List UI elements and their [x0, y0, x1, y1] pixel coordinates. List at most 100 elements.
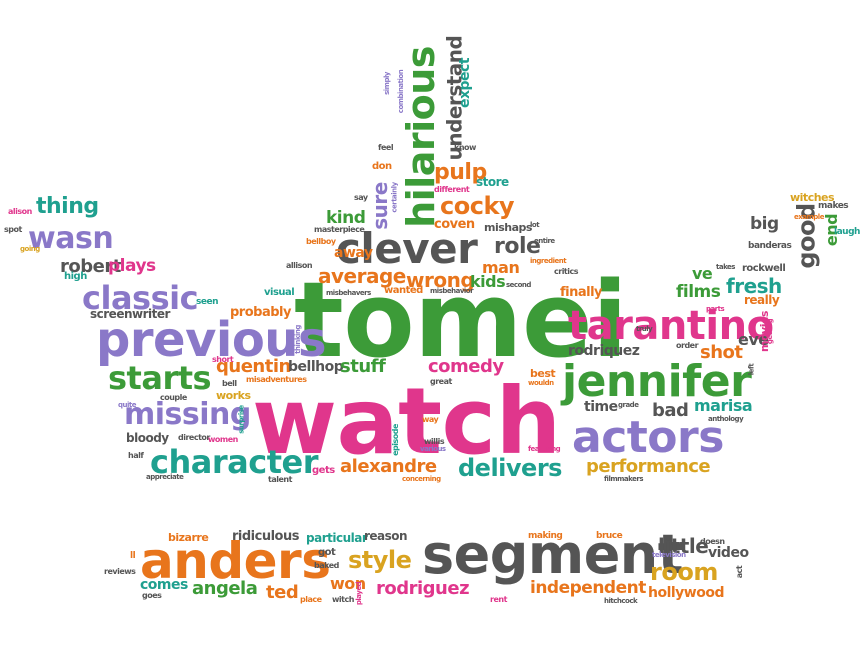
word-wouldn: wouldn	[528, 379, 554, 387]
word-comedy: comedy	[428, 356, 504, 377]
word-kids: kids	[470, 272, 506, 291]
word-kind: kind	[326, 208, 366, 228]
word-away: away	[334, 245, 373, 261]
word-won: won	[330, 574, 366, 593]
word-talent: talent	[268, 475, 292, 484]
word-visual: visual	[264, 287, 295, 298]
word-robert: robert	[60, 256, 121, 277]
word-bellhop: bellhop	[288, 359, 344, 375]
word-thing: thing	[36, 194, 99, 219]
word-rent: rent	[490, 595, 507, 604]
word-misbehavior: misbehavior	[430, 287, 474, 295]
word-eve: eve	[738, 330, 769, 349]
word-bell: bell	[222, 379, 237, 388]
word-bloody: bloody	[126, 431, 169, 445]
word-know: know	[454, 143, 476, 152]
word-witch: witch	[332, 595, 354, 604]
word-comes: comes	[140, 577, 188, 593]
word-performance: performance	[586, 456, 711, 477]
word-hollywood: hollywood	[648, 585, 725, 601]
word-starts: starts	[108, 359, 212, 397]
word-parts: parts	[706, 305, 725, 313]
word-example: example	[794, 213, 824, 221]
word-expect: expect	[457, 57, 474, 109]
word-say: say	[354, 193, 368, 202]
word-don: don	[372, 161, 392, 172]
word-grade: grade	[618, 401, 639, 409]
word-sure: sure	[367, 182, 392, 230]
word-particular: particular	[306, 531, 368, 545]
word-alison: alison	[8, 207, 32, 216]
word-ve: ve	[692, 264, 713, 283]
word-gets: gets	[312, 465, 335, 476]
word-ridiculous: ridiculous	[232, 529, 299, 544]
word-big: big	[750, 214, 779, 234]
word-video: video	[708, 545, 749, 561]
word-truly: truly	[636, 325, 653, 333]
word-jennifer: jennifer	[562, 356, 752, 407]
word-bellboy: bellboy	[306, 237, 336, 246]
word-classic: classic	[82, 279, 199, 317]
word-second: second	[506, 281, 531, 289]
word-director: director	[178, 433, 210, 442]
word-critics: critics	[554, 267, 579, 276]
word-coven: coven	[434, 217, 475, 232]
word-thinking: thinking	[293, 325, 302, 354]
word-certainly: certainly	[390, 182, 399, 213]
word-great: great	[430, 377, 452, 386]
word-missing: missing	[124, 397, 251, 432]
word-style: style	[348, 546, 412, 574]
word-store: store	[476, 175, 509, 189]
word-angela: angela	[192, 578, 258, 599]
word-appreciate: appreciate	[146, 473, 184, 481]
word-feel: feel	[378, 143, 394, 152]
word-place: place	[300, 595, 322, 604]
word-mishaps: mishaps	[484, 221, 532, 234]
word-banderas: banderas	[748, 241, 792, 251]
word-concerning: concerning	[402, 475, 441, 483]
word-clever: clever	[336, 224, 478, 273]
word-watch: watch	[252, 368, 561, 475]
word-entire: entire	[534, 237, 555, 245]
word-order: order	[676, 341, 699, 350]
word-cocky: cocky	[440, 192, 515, 220]
word-spot: spot	[4, 225, 22, 234]
word-marisa: marisa	[694, 396, 753, 415]
word-doesn: doesn	[700, 537, 725, 546]
word-wanted: wanted	[384, 285, 423, 296]
word-quite: quite	[118, 401, 137, 409]
word-going: going	[20, 245, 40, 253]
word-role: role	[494, 234, 541, 259]
word-rodriguez: rodriguez	[376, 578, 470, 599]
word-television: television	[652, 551, 686, 559]
word-character: character	[150, 443, 318, 481]
word-independent: independent	[530, 578, 646, 598]
word-films: films	[676, 282, 721, 302]
word-left: left	[747, 363, 756, 376]
word-takes: takes	[716, 263, 735, 271]
word-combination: combination	[397, 69, 406, 114]
word-room: room	[650, 558, 718, 586]
word-seen: seen	[196, 297, 218, 307]
word-played: played	[355, 581, 364, 606]
word-masterpiece: masterpiece	[314, 225, 365, 234]
word-average: average	[318, 264, 406, 288]
word-rockwell: rockwell	[742, 263, 786, 274]
word-episode: episode	[390, 424, 400, 456]
word-bad: bad	[652, 400, 689, 421]
word-women: women	[208, 435, 238, 444]
word-pulp: pulp	[434, 160, 487, 185]
word-previous: previous	[96, 312, 327, 368]
word-allison: allison	[286, 261, 313, 270]
word-quentin: quentin	[216, 356, 291, 377]
word-act: act	[735, 565, 745, 579]
word-man: man	[482, 258, 520, 277]
word-witches: witches	[790, 191, 835, 204]
word-laugh: laugh	[834, 227, 860, 237]
word-different: different	[434, 185, 470, 194]
word-anthology: anthology	[708, 415, 744, 423]
word-high: high	[64, 271, 87, 282]
word-goes: goes	[142, 591, 162, 600]
word-shot: shot	[700, 342, 743, 363]
